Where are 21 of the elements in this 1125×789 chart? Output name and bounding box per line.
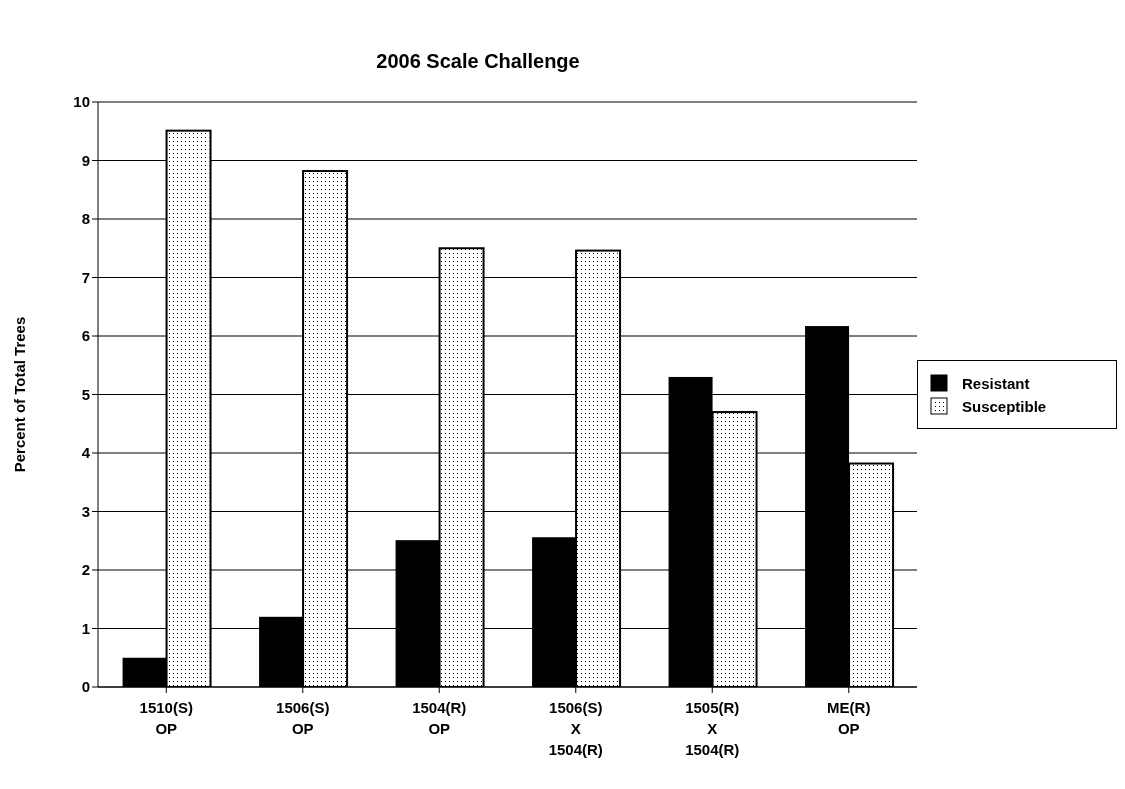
- y-tick-label: 3: [81, 502, 90, 520]
- y-tick-label: 5: [81, 385, 90, 403]
- y-tick-label: 4: [81, 444, 91, 462]
- y-tick-label: 6: [81, 327, 90, 345]
- y-tick-label: 0: [81, 678, 90, 696]
- chart-title: 2006 Scale Challenge: [375, 50, 581, 73]
- legend-label: Resistant: [962, 374, 1030, 392]
- legend-label: Susceptible: [962, 397, 1047, 415]
- y-tick-label: 9: [81, 151, 90, 169]
- y-tick-label: 7: [81, 268, 90, 286]
- y-tick-label: 10: [73, 93, 90, 111]
- y-tick-label: 1: [81, 619, 90, 637]
- x-tick-label: 1505(R) X 1504(R): [685, 699, 740, 758]
- x-tick-label: 1506(S) OP: [276, 699, 330, 737]
- x-tick-label: 1506(S) X 1504(R): [548, 699, 603, 758]
- x-tick-label: ME(R) OP: [827, 699, 871, 737]
- x-tick-label: 1504(R) OP: [412, 699, 467, 737]
- y-tick-label: 2: [81, 561, 90, 579]
- y-axis-title: Percent of Total Trees: [11, 316, 29, 473]
- y-tick-label: 8: [81, 210, 90, 228]
- x-tick-label: 1510(S) OP: [139, 699, 193, 737]
